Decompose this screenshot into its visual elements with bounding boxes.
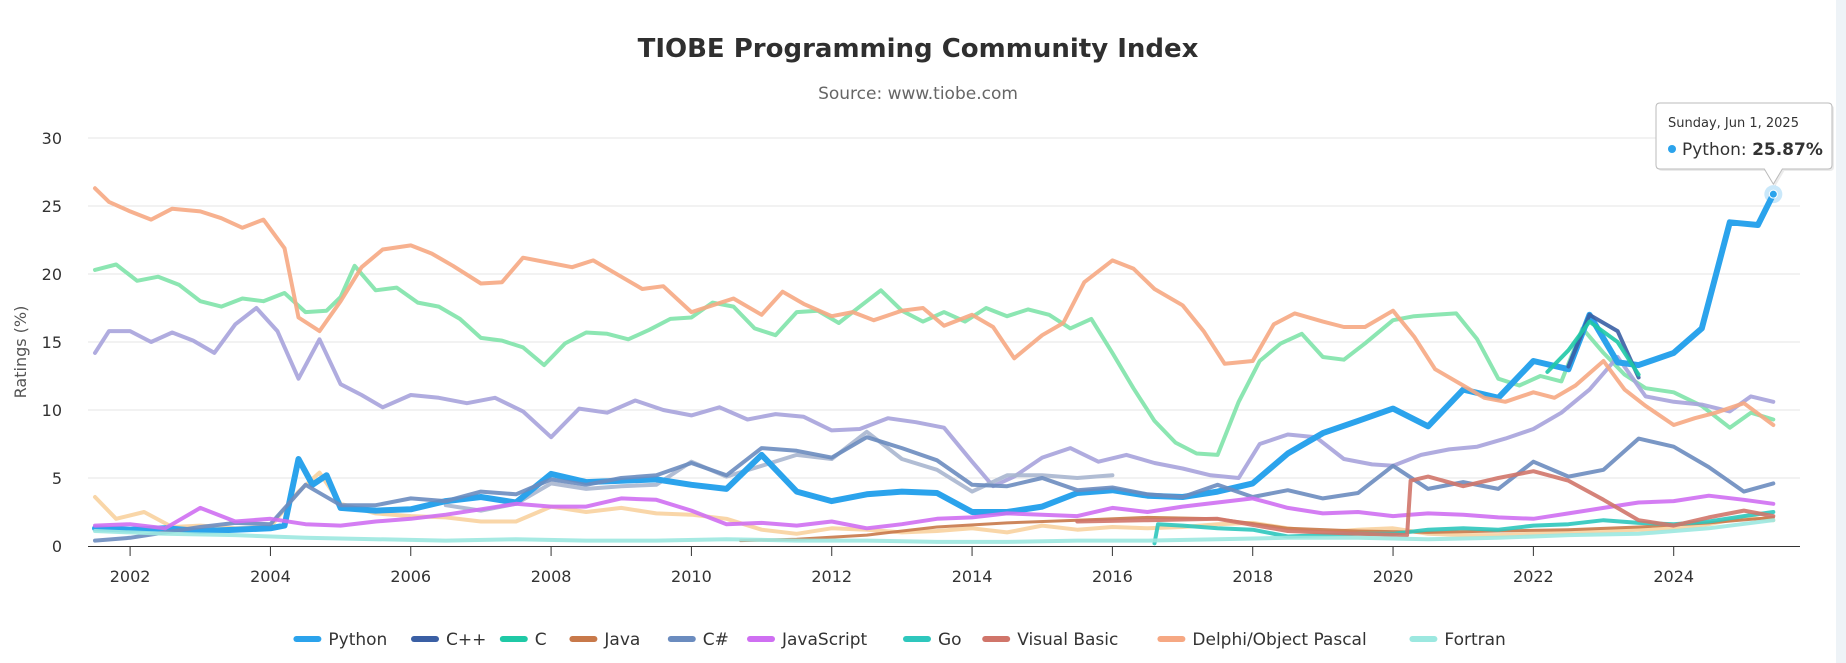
series-line-csharp[interactable] [93, 435, 1776, 543]
series-line-visual-basic[interactable] [1075, 469, 1776, 538]
legend-label: C [535, 630, 547, 650]
x-tick-label: 2024 [1653, 567, 1694, 586]
y-tick-label: 20 [42, 265, 62, 284]
page-edge [1836, 0, 1846, 663]
legend-label: C# [703, 630, 729, 650]
x-tick-label: 2006 [390, 567, 431, 586]
legend-item-c[interactable]: C [499, 630, 547, 650]
y-tick-label: 25 [42, 197, 62, 216]
legend-label: Visual Basic [1017, 630, 1118, 650]
legend-item-python[interactable]: Python [293, 630, 387, 650]
series-line-python[interactable] [92, 191, 1777, 534]
legend-label: Go [938, 630, 962, 650]
legend-label: Python [328, 630, 387, 650]
tooltip-marker [1768, 189, 1778, 199]
y-tick-label: 10 [42, 401, 62, 420]
grid [88, 137, 1800, 479]
tooltip-series-label: Python: 25.87% [1682, 140, 1823, 160]
x-tick-label: 2004 [250, 567, 291, 586]
legend-label: C++ [446, 630, 486, 650]
series-line-cpp[interactable] [1566, 312, 1641, 380]
tooltip: Sunday, Jun 1, 2025 Python: 25.87% [1655, 102, 1834, 204]
y-tick-label: 15 [42, 333, 62, 352]
series-line-c[interactable] [1545, 319, 1641, 377]
legend-item-delphi-object-pascal[interactable]: Delphi/Object Pascal [1157, 630, 1367, 650]
legend-label: Java [603, 630, 640, 650]
legend-label: Delphi/Object Pascal [1192, 630, 1366, 650]
tooltip-value: 25.87% [1752, 140, 1823, 160]
series-line-delphi-object-pascal[interactable] [93, 186, 1776, 427]
series-line-javascript[interactable] [93, 493, 1776, 531]
y-tick-label: 0 [52, 537, 62, 556]
legend-label: Fortran [1444, 630, 1505, 650]
x-tick-label: 2018 [1232, 567, 1273, 586]
legend-item-visual-basic[interactable]: Visual Basic [982, 630, 1118, 650]
legend: Python C++ C Java C# JavaScript Go Visual Basic… [293, 630, 1506, 650]
axes: 0 5 10 15 20 25 30 2002 2004 2006 2008 2010 2012 2014… [42, 129, 1800, 586]
x-tick-label: 2008 [531, 567, 572, 586]
x-tick-label: 2014 [952, 567, 993, 586]
x-tick-label: 2012 [811, 567, 852, 586]
legend-item-java[interactable]: Java [569, 630, 640, 650]
legend-item-go[interactable]: Go [903, 630, 962, 650]
tooltip-box [1655, 102, 1833, 186]
x-tick-label: 2016 [1092, 567, 1133, 586]
legend-label: JavaScript [781, 630, 868, 650]
y-tick-label: 5 [52, 469, 62, 488]
legend-item-cpp[interactable]: C++ [411, 630, 486, 650]
y-axis-title: Ratings (%) [11, 306, 30, 399]
tooltip-series-dot [1668, 145, 1676, 153]
x-tick-label: 2002 [110, 567, 151, 586]
chart-title: TIOBE Programming Community Index [638, 34, 1199, 64]
chart-subtitle: Source: www.tiobe.com [818, 84, 1018, 104]
x-tick-label: 2022 [1513, 567, 1554, 586]
series-line-unlabeled[interactable] [443, 429, 1115, 513]
legend-item-fortran[interactable]: Fortran [1409, 630, 1506, 650]
x-tick-label: 2020 [1373, 567, 1414, 586]
y-tick-label: 30 [42, 129, 62, 148]
x-tick-label: 2010 [671, 567, 712, 586]
series-lines [92, 186, 1777, 546]
tooltip-date: Sunday, Jun 1, 2025 [1668, 116, 1799, 131]
legend-item-javascript[interactable]: JavaScript [747, 630, 868, 650]
series-line-unlabeled[interactable] [93, 306, 1776, 489]
legend-item-csharp[interactable]: C# [667, 630, 729, 650]
series-line-fortran[interactable] [93, 518, 1776, 544]
